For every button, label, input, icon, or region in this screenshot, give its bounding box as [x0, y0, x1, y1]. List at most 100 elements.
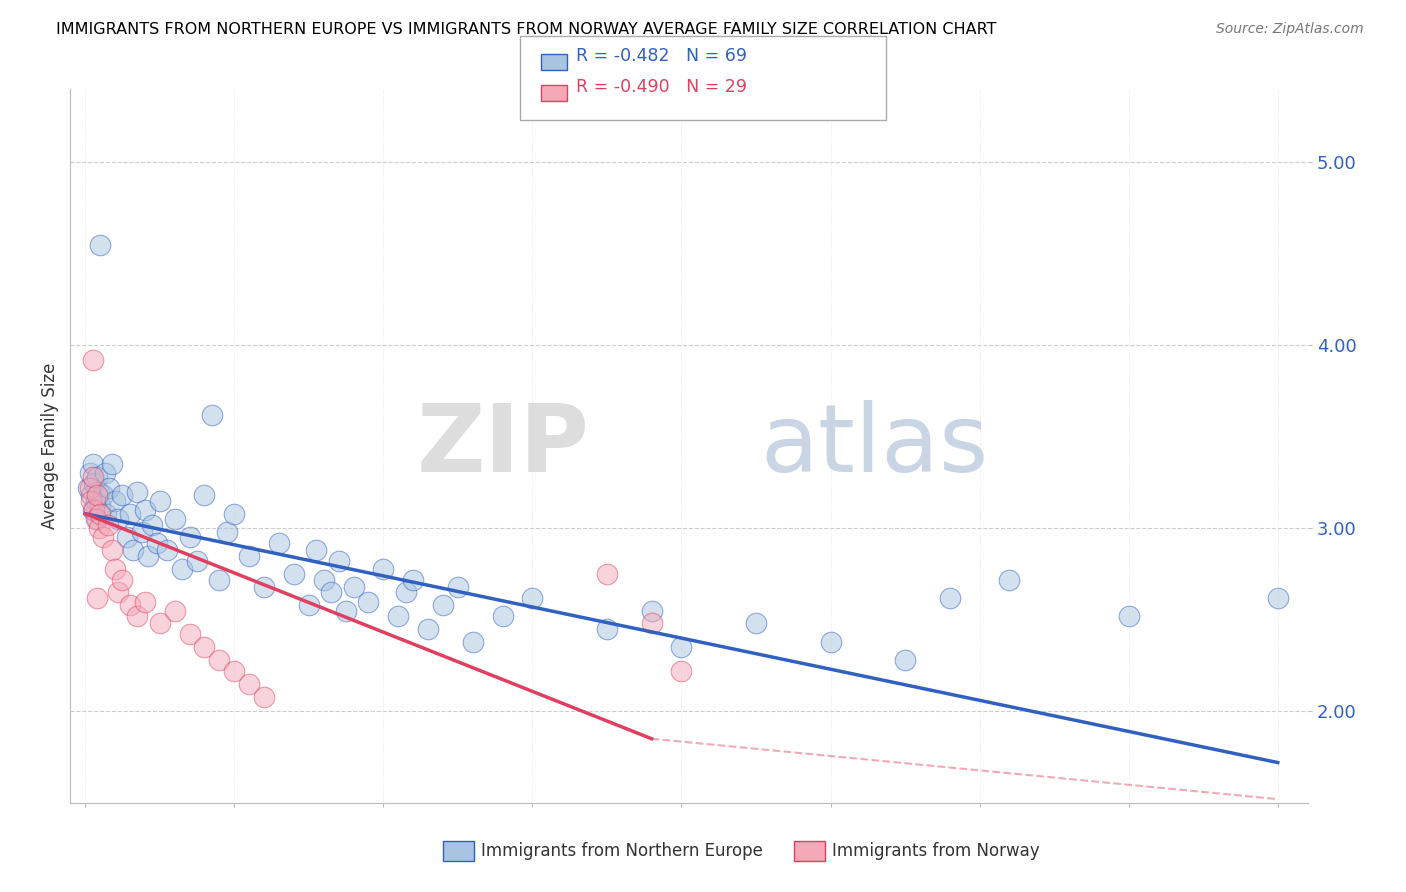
Text: atlas: atlas	[761, 400, 988, 492]
Point	[312, 573, 335, 587]
Point	[84, 494, 107, 508]
Point	[111, 573, 134, 587]
Point	[136, 549, 159, 563]
Point	[186, 554, 208, 568]
Point	[253, 580, 276, 594]
Point	[387, 609, 409, 624]
Point	[1267, 591, 1289, 605]
Point	[238, 677, 260, 691]
Point	[208, 573, 231, 587]
Point	[193, 488, 215, 502]
Point	[101, 458, 124, 472]
Point	[86, 470, 108, 484]
Point	[89, 507, 111, 521]
Point	[80, 488, 103, 502]
Point	[201, 408, 224, 422]
Point	[342, 580, 364, 594]
Point	[101, 543, 124, 558]
Point	[640, 616, 662, 631]
Point	[432, 598, 454, 612]
Point	[87, 484, 110, 499]
Point	[79, 481, 101, 495]
Text: Immigrants from Norway: Immigrants from Norway	[832, 842, 1040, 860]
Point	[91, 531, 114, 545]
Point	[141, 517, 163, 532]
Point	[745, 616, 768, 631]
Point	[373, 561, 395, 575]
Point	[83, 475, 105, 490]
Point	[118, 507, 141, 521]
Point	[671, 640, 693, 655]
Text: R = -0.482   N = 69: R = -0.482 N = 69	[576, 47, 748, 65]
Point	[149, 494, 172, 508]
Point	[156, 543, 179, 558]
Point	[357, 594, 380, 608]
Y-axis label: Average Family Size: Average Family Size	[41, 363, 59, 529]
Point	[224, 507, 246, 521]
Point	[402, 573, 425, 587]
Point	[172, 561, 194, 575]
Point	[321, 585, 343, 599]
Point	[163, 512, 186, 526]
Point	[461, 634, 484, 648]
Point	[89, 237, 111, 252]
Point	[939, 591, 962, 605]
Point	[91, 488, 114, 502]
Point	[98, 481, 121, 495]
Point	[83, 503, 105, 517]
Point	[208, 653, 231, 667]
Point	[104, 561, 127, 575]
Point	[82, 458, 104, 472]
Point	[163, 604, 186, 618]
Point	[79, 467, 101, 481]
Point	[335, 604, 357, 618]
Point	[179, 531, 201, 545]
Text: ZIP: ZIP	[418, 400, 591, 492]
Point	[998, 573, 1021, 587]
Point	[1118, 609, 1140, 624]
Point	[97, 517, 120, 532]
Point	[179, 627, 201, 641]
Point	[253, 690, 276, 704]
Point	[491, 609, 513, 624]
Point	[131, 524, 153, 539]
Point	[77, 481, 100, 495]
Point	[84, 512, 107, 526]
Point	[94, 507, 117, 521]
Point	[86, 591, 108, 605]
Point	[447, 580, 470, 594]
Point	[134, 594, 156, 608]
Point	[283, 567, 305, 582]
Point	[104, 494, 127, 508]
Point	[82, 353, 104, 368]
Point	[395, 585, 418, 599]
Point	[416, 622, 439, 636]
Point	[118, 598, 141, 612]
Point	[820, 634, 842, 648]
Point	[80, 494, 103, 508]
Point	[305, 543, 328, 558]
Point	[127, 609, 149, 624]
Point	[193, 640, 215, 655]
Point	[86, 488, 108, 502]
Point	[134, 503, 156, 517]
Point	[894, 653, 917, 667]
Point	[145, 536, 167, 550]
Point	[89, 500, 111, 514]
Point	[640, 604, 662, 618]
Point	[82, 470, 104, 484]
Point	[224, 664, 246, 678]
Point	[87, 521, 110, 535]
Point	[596, 567, 619, 582]
Point	[298, 598, 321, 612]
Text: IMMIGRANTS FROM NORTHERN EUROPE VS IMMIGRANTS FROM NORWAY AVERAGE FAMILY SIZE CO: IMMIGRANTS FROM NORTHERN EUROPE VS IMMIG…	[56, 22, 997, 37]
Point	[111, 488, 134, 502]
Point	[215, 524, 238, 539]
Point	[127, 484, 149, 499]
Point	[671, 664, 693, 678]
Point	[596, 622, 619, 636]
Point	[238, 549, 260, 563]
Point	[267, 536, 290, 550]
Point	[115, 531, 138, 545]
Point	[86, 512, 108, 526]
